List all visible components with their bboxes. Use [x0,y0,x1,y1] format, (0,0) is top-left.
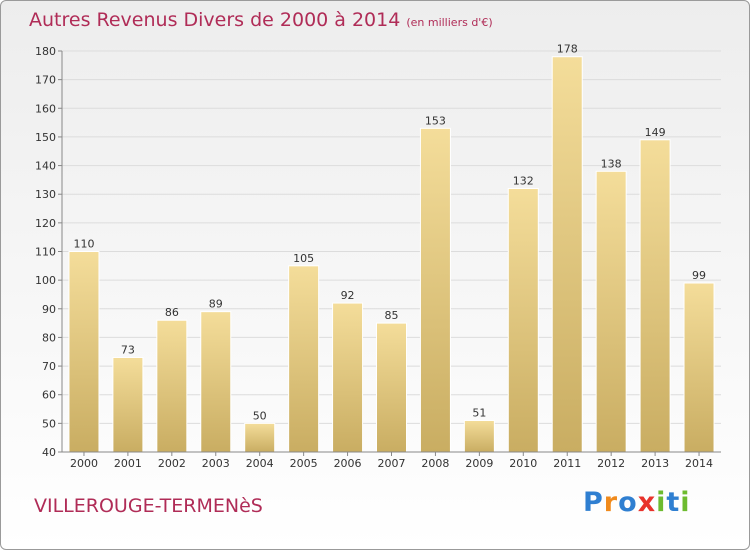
bar-2013 [639,139,671,453]
bar-2001 [112,356,144,453]
value-label-2011: 178 [557,43,578,56]
x-tick-label-2002: 2002 [158,457,186,470]
proxiti-logo: Proxiti [583,487,691,518]
bar-2009 [463,419,495,453]
bar-2014 [683,282,715,453]
value-label-2005: 105 [293,252,314,265]
value-label-2012: 138 [601,157,622,170]
logo-letter: i [656,487,667,518]
x-axis: 2000 2001 2002 2003 2004 2005 2006 2007 2008 2009… [62,451,721,470]
value-label-2006: 92 [341,289,355,302]
bar-2005 [288,265,320,453]
x-tick-label-2001: 2001 [114,457,142,470]
bar-2006 [332,302,364,453]
x-tick-label-2007: 2007 [378,457,406,470]
value-label-2009: 51 [472,406,486,419]
y-tick-label: 80 [42,331,56,344]
chart-title: Autres Revenus Divers de 2000 à 2014 (en … [29,9,493,31]
chart-title-main: Autres Revenus Divers de 2000 à 2014 [29,9,401,31]
chart-subtitle: (en milliers d'€) [406,16,493,29]
y-tick-label: 140 [35,160,56,173]
bar-2004 [244,422,276,453]
x-tick-label-2014: 2014 [685,457,713,470]
y-tick-label: 60 [42,389,56,402]
x-tick-label-2000: 2000 [70,457,98,470]
x-tick-label-2010: 2010 [509,457,537,470]
bar-2002 [156,319,188,453]
y-tick-label: 160 [35,102,56,115]
value-label-2004: 50 [253,409,267,422]
y-tick-label: 50 [42,417,56,430]
value-label-2001: 73 [121,343,135,356]
bar-2003 [200,311,232,453]
x-tick-label-2005: 2005 [290,457,318,470]
y-axis: 40 50 60 70 80 90 100 110 120 130 140 150 160 170 180 [35,45,63,459]
value-label-2010: 132 [513,174,534,187]
x-tick-label-2006: 2006 [334,457,362,470]
y-tick-label: 110 [35,246,56,259]
y-tick-label: 90 [42,303,56,316]
y-tick-label: 170 [35,74,56,87]
bar-2012 [595,170,627,453]
value-label-2013: 149 [645,126,666,139]
y-tick-label: 70 [42,360,56,373]
y-tick-label: 40 [42,446,56,459]
x-tick-label-2012: 2012 [597,457,625,470]
x-tick-label-2004: 2004 [246,457,274,470]
value-label-2014: 99 [692,269,706,282]
x-tick-label-2009: 2009 [465,457,493,470]
x-tick-label-2003: 2003 [202,457,230,470]
x-tick-label-2008: 2008 [421,457,449,470]
value-label-2000: 110 [73,238,94,251]
value-labels: 110 73 86 89 50 105 92 85 153 51 132 178 138 149 99 [73,43,706,423]
y-tick-label: 120 [35,217,56,230]
bar-2011 [551,56,583,453]
y-tick-label: 130 [35,188,56,201]
logo-letter: t [666,487,681,518]
logo-letter: r [603,487,619,518]
logo-letter: i [680,487,691,518]
value-label-2008: 153 [425,114,446,127]
bar-2000 [68,251,100,453]
y-tick-label: 100 [35,274,56,287]
logo-letter: o [618,487,638,518]
x-tick-label-2011: 2011 [553,457,581,470]
logo-letter: P [583,487,604,518]
commune-name: VILLEROUGE-TERMENèS [34,495,263,517]
bars [68,56,715,453]
x-tick-label-2013: 2013 [641,457,669,470]
bar-2010 [507,187,539,453]
value-label-2003: 89 [209,298,223,311]
bar-2007 [376,322,407,453]
y-tick-label: 150 [35,131,56,144]
y-tick-label: 180 [35,45,56,58]
value-label-2007: 85 [385,309,399,322]
value-label-2002: 86 [165,306,179,319]
logo-letter: x [637,487,657,518]
bar-2008 [419,127,451,453]
